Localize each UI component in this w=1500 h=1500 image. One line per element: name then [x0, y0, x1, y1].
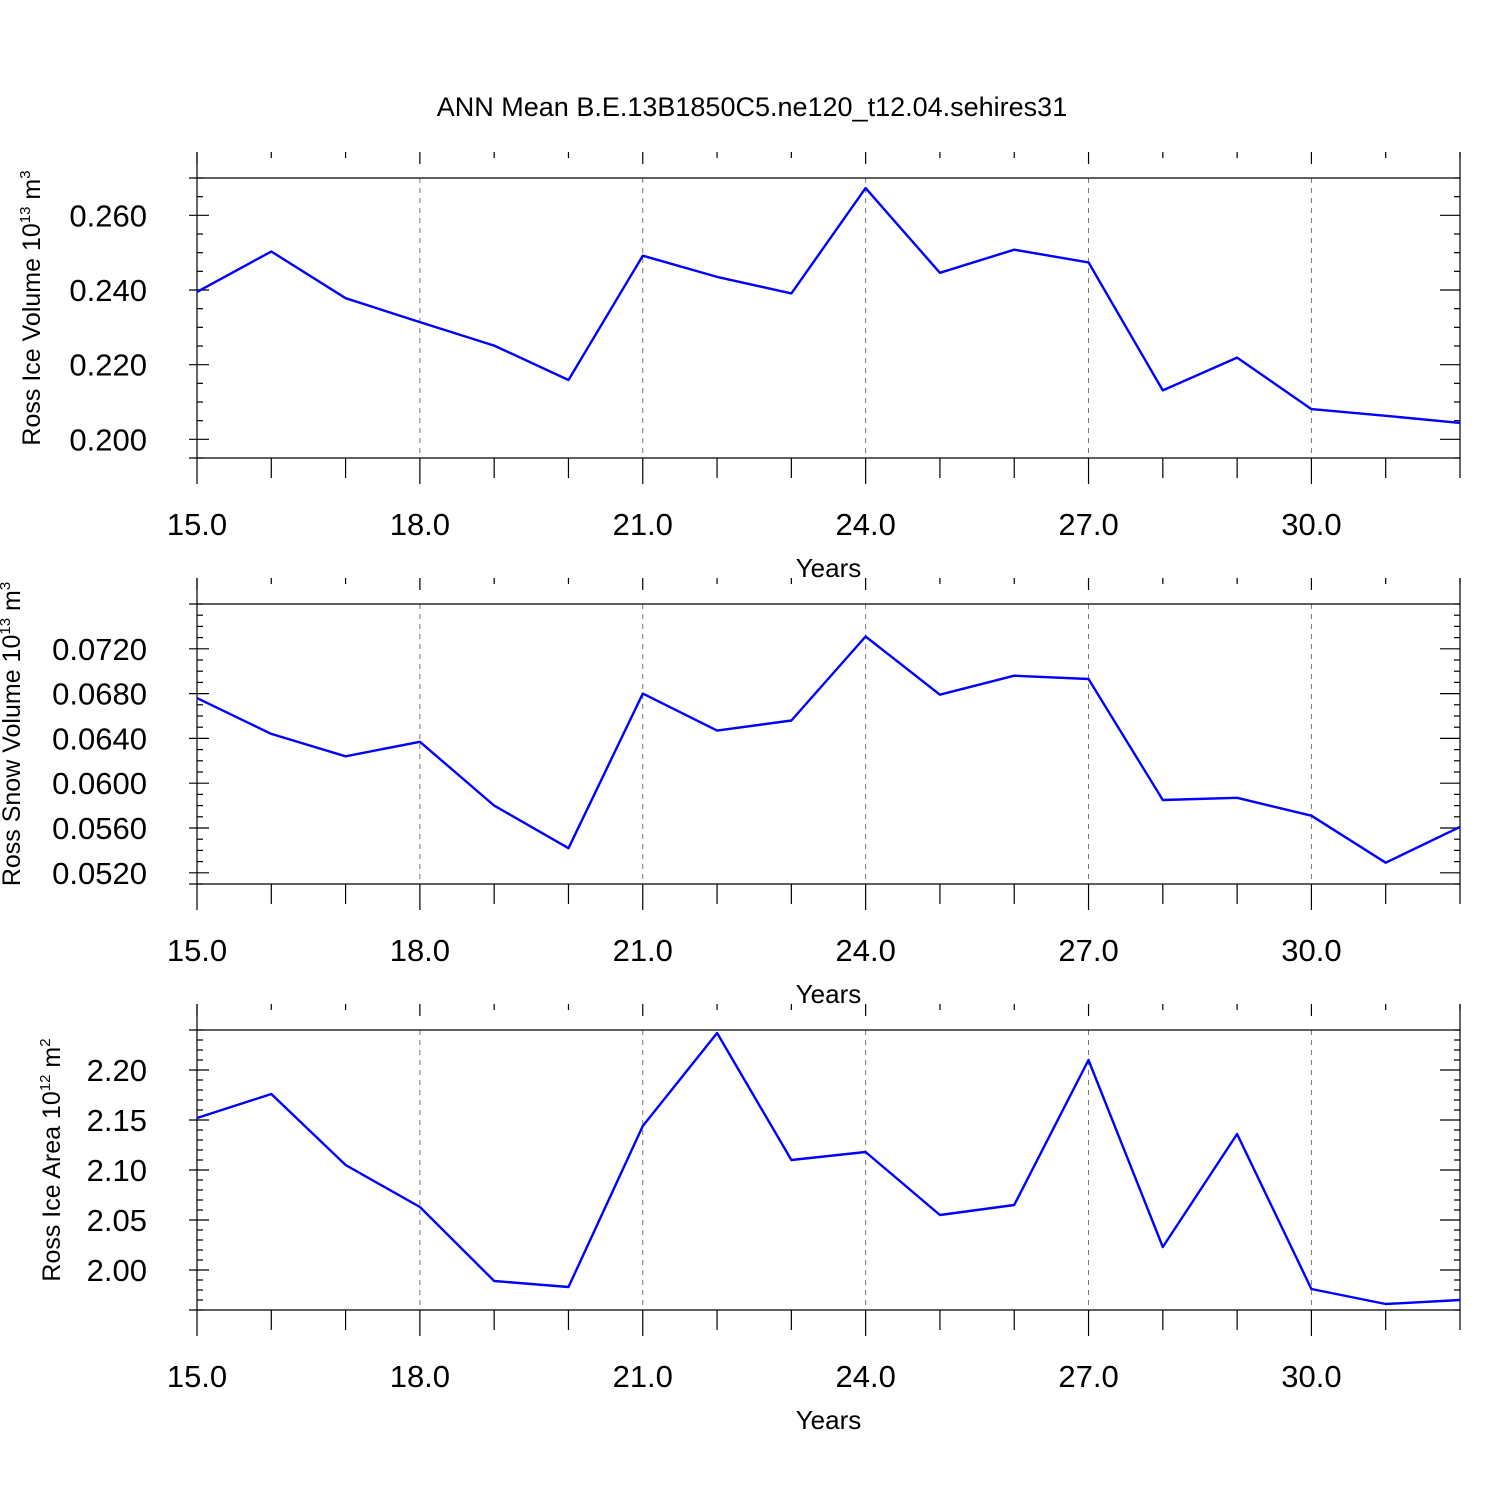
y-tick-label: 0.0600 — [52, 766, 147, 801]
chart-panel-1: 0.200 0.220 0.240 0.260 15.0 18.0 21.0 24.0 27.0… — [17, 152, 1461, 583]
x-tick-label: 30.0 — [1281, 1359, 1341, 1394]
x-tick-label: 24.0 — [835, 933, 895, 968]
y-tick-label: 0.0640 — [52, 721, 147, 756]
y-tick-label: 0.0680 — [52, 677, 147, 712]
x-tick-label: 15.0 — [167, 1359, 227, 1394]
chart-title: ANN Mean B.E.13B1850C5.ne120_t12.04.sehi… — [437, 92, 1067, 122]
y-tick-label: 0.240 — [69, 273, 147, 308]
y-tick-label: 0.200 — [69, 422, 147, 457]
x-axis-title: Years — [796, 553, 862, 583]
chart-panel-3: 2.00 2.05 2.10 2.15 2.20 15.0 18.0 21.0 24.0 27.0… — [37, 1004, 1461, 1435]
y-tick-label: 2.20 — [87, 1053, 147, 1088]
x-axis-title: Years — [796, 979, 862, 1009]
series-line — [196, 635, 1461, 864]
x-tick-label: 21.0 — [613, 1359, 673, 1394]
y-axis-title: Ross Ice Area 1012 m2 — [37, 1038, 66, 1281]
y-tick-label: 2.10 — [87, 1153, 147, 1188]
chart-panel-2: 0.0520 0.0560 0.0600 0.0640 0.0680 0.0720 15.0… — [0, 578, 1461, 1009]
y-tick-label: 2.00 — [87, 1253, 147, 1288]
x-tick-label: 15.0 — [167, 933, 227, 968]
x-tick-label: 27.0 — [1058, 507, 1118, 542]
y-tick-label: 0.260 — [69, 198, 147, 233]
y-tick-label: 2.05 — [87, 1203, 147, 1238]
x-tick-label: 24.0 — [835, 1359, 895, 1394]
x-tick-label: 21.0 — [613, 933, 673, 968]
y-tick-label: 0.220 — [69, 348, 147, 383]
x-tick-label: 30.0 — [1281, 507, 1341, 542]
y-axis-title: Ross Snow Volume 1013 m3 — [0, 582, 26, 886]
x-tick-label: 18.0 — [390, 507, 450, 542]
y-axis-title: Ross Ice Volume 1013 m3 — [17, 170, 46, 445]
x-tick-label: 27.0 — [1058, 933, 1118, 968]
x-axis-title: Years — [796, 1405, 862, 1435]
x-tick-label: 18.0 — [390, 933, 450, 968]
x-tick-label: 24.0 — [835, 507, 895, 542]
x-tick-label: 15.0 — [167, 507, 227, 542]
y-tick-label: 0.0720 — [52, 632, 147, 667]
series-line — [196, 1031, 1461, 1306]
chart-panels: 0.200 0.220 0.240 0.260 15.0 18.0 21.0 24.0 27.0… — [0, 152, 1461, 1435]
x-tick-label: 21.0 — [613, 507, 673, 542]
x-tick-label: 18.0 — [390, 1359, 450, 1394]
y-tick-label: 0.0520 — [52, 856, 147, 891]
x-tick-label: 27.0 — [1058, 1359, 1118, 1394]
x-tick-label: 30.0 — [1281, 933, 1341, 968]
series-line — [196, 186, 1461, 425]
y-tick-label: 2.15 — [87, 1103, 147, 1138]
y-tick-label: 0.0560 — [52, 811, 147, 846]
